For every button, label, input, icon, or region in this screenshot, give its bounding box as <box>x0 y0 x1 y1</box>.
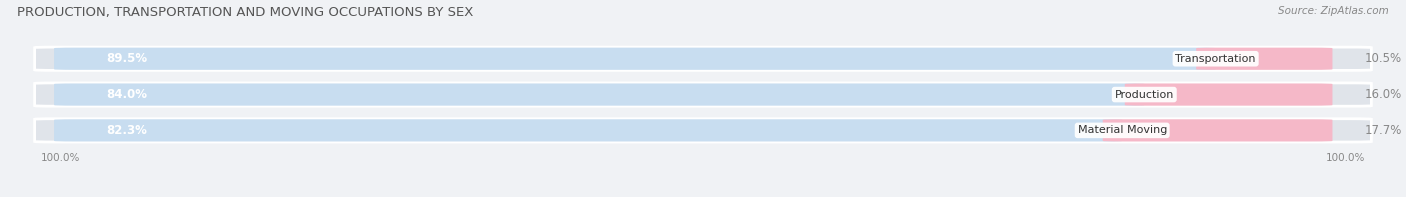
FancyBboxPatch shape <box>35 119 1371 142</box>
FancyBboxPatch shape <box>53 119 1122 141</box>
FancyBboxPatch shape <box>1102 119 1333 141</box>
Text: 100.0%: 100.0% <box>1326 153 1365 163</box>
Text: 89.5%: 89.5% <box>105 52 148 65</box>
Text: 10.5%: 10.5% <box>1365 52 1402 65</box>
FancyBboxPatch shape <box>35 83 1371 106</box>
Text: 84.0%: 84.0% <box>105 88 148 101</box>
FancyBboxPatch shape <box>53 48 1216 70</box>
Text: Transportation: Transportation <box>1175 54 1256 64</box>
Text: PRODUCTION, TRANSPORTATION AND MOVING OCCUPATIONS BY SEX: PRODUCTION, TRANSPORTATION AND MOVING OC… <box>17 6 474 19</box>
Text: 17.7%: 17.7% <box>1365 124 1402 137</box>
FancyBboxPatch shape <box>1197 48 1333 70</box>
Text: Source: ZipAtlas.com: Source: ZipAtlas.com <box>1278 6 1389 16</box>
Text: 82.3%: 82.3% <box>105 124 146 137</box>
FancyBboxPatch shape <box>53 84 1144 106</box>
Text: Production: Production <box>1115 90 1174 99</box>
FancyBboxPatch shape <box>35 47 1371 70</box>
Text: Material Moving: Material Moving <box>1077 125 1167 135</box>
Text: 100.0%: 100.0% <box>41 153 80 163</box>
FancyBboxPatch shape <box>1125 84 1333 106</box>
Text: 16.0%: 16.0% <box>1365 88 1402 101</box>
